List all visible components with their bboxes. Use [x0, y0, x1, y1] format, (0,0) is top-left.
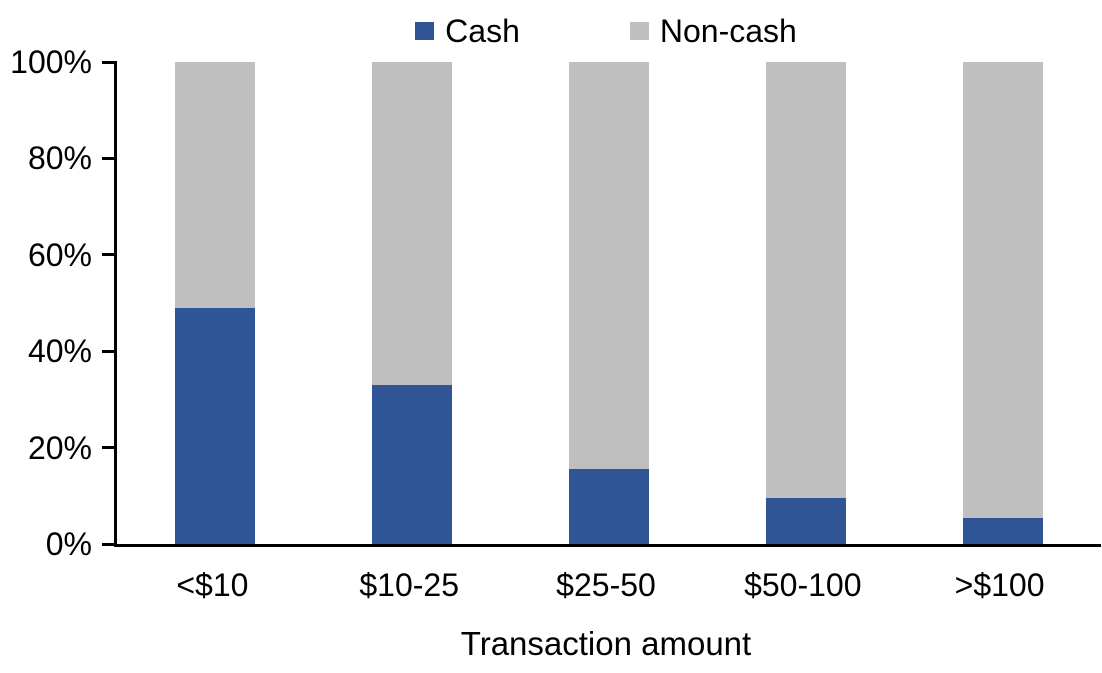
y-axis-tick	[102, 156, 117, 160]
y-axis-tick	[102, 349, 117, 353]
stacked-bar	[765, 62, 846, 544]
stacked-bar	[175, 62, 256, 544]
x-axis-title: Transaction amount	[460, 625, 752, 662]
legend-label-cash: Cash	[445, 13, 520, 49]
bar-column	[117, 62, 314, 544]
legend: Cash Non-cash	[114, 12, 1098, 50]
cash-swatch-icon	[415, 22, 435, 40]
x-category-label: <$10	[176, 567, 249, 603]
cash-segment	[962, 517, 1043, 544]
legend-label-noncash: Non-cash	[659, 13, 797, 49]
x-category-label: $50-100	[744, 567, 862, 603]
bar-column	[511, 62, 708, 544]
x-category-label: $10-25	[359, 567, 460, 603]
bar-column	[904, 62, 1101, 544]
y-axis-labels: 100% 80% 60% 40% 20% 0%	[0, 44, 92, 562]
bar-column	[707, 62, 904, 544]
y-axis-tick	[102, 253, 117, 257]
noncash-swatch-icon	[629, 22, 649, 40]
y-tick-label: 40%	[27, 333, 92, 370]
cash-segment	[175, 307, 256, 544]
y-tick-label: 20%	[27, 429, 92, 466]
noncash-segment	[962, 62, 1043, 518]
stacked-bar	[568, 62, 649, 544]
stacked-bar	[372, 62, 453, 544]
cash-segment	[568, 469, 649, 544]
y-axis-tick	[102, 543, 117, 546]
y-tick-label: 0%	[45, 526, 92, 562]
x-axis-labels: <$10 $10-25 $25-50 $50-100 >$100	[114, 566, 1098, 604]
y-tick-label: 80%	[27, 140, 92, 177]
x-category-label: $25-50	[556, 567, 656, 603]
y-axis-tick	[102, 61, 117, 64]
noncash-segment	[568, 62, 649, 470]
y-tick-label: 60%	[27, 236, 92, 273]
noncash-segment	[372, 62, 453, 385]
stacked-bar	[962, 62, 1043, 544]
bar-column	[314, 62, 511, 544]
noncash-segment	[765, 62, 846, 499]
y-tick-label: 100%	[10, 44, 92, 80]
legend-item-noncash: Non-cash	[629, 12, 797, 50]
y-axis-tick	[102, 446, 117, 450]
cash-segment	[372, 384, 453, 544]
x-category-label: >$100	[954, 567, 1045, 603]
legend-item-cash: Cash	[415, 12, 520, 50]
cash-segment	[765, 498, 846, 544]
plot-area	[102, 61, 1101, 547]
noncash-segment	[175, 62, 256, 308]
